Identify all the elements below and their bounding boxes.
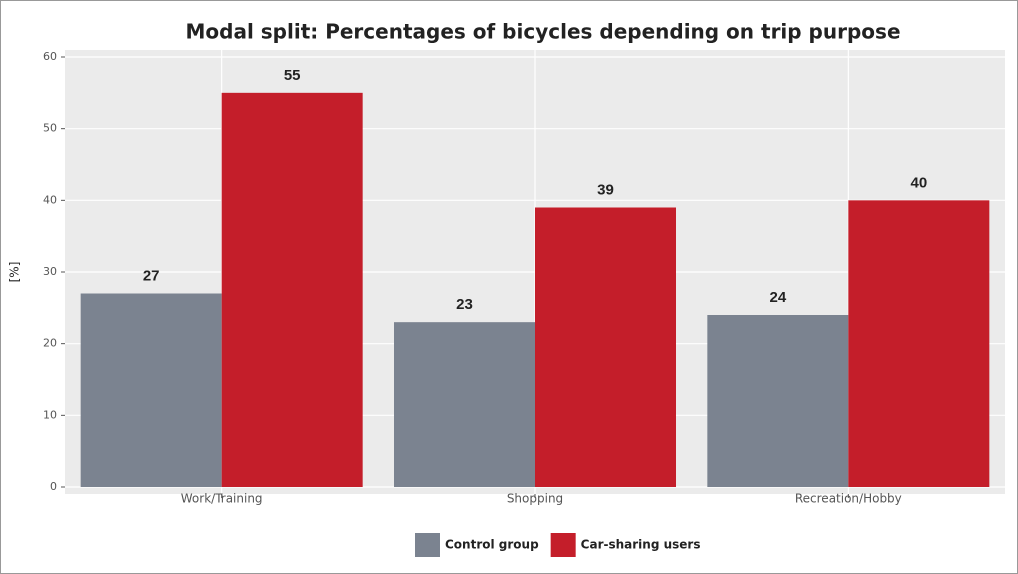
legend-label: Control group <box>445 538 539 552</box>
value-label: 40 <box>910 174 927 191</box>
y-tick-label: 30 <box>43 265 57 278</box>
y-tick-label: 50 <box>43 122 57 135</box>
bar <box>848 200 990 488</box>
y-tick-label: 60 <box>43 50 57 63</box>
value-label: 27 <box>143 267 160 284</box>
bar <box>80 293 222 487</box>
y-tick-label: 40 <box>43 193 57 206</box>
value-label: 24 <box>769 289 786 306</box>
legend-swatch <box>550 533 576 557</box>
value-label: 39 <box>597 181 614 198</box>
y-tick-label: 20 <box>43 337 57 350</box>
y-tick-label: 10 <box>43 408 57 421</box>
legend-label: Car-sharing users <box>581 538 701 552</box>
x-tick-label: Shopping <box>507 492 563 506</box>
value-label: 55 <box>284 67 301 84</box>
bar <box>707 315 849 487</box>
x-tick-label: Work/Training <box>181 492 263 506</box>
y-tick-label: 0 <box>50 480 57 493</box>
chart-title: Modal split: Percentages of bicycles dep… <box>185 20 900 44</box>
legend-swatch <box>415 533 440 557</box>
y-axis-label: [%] <box>8 262 22 283</box>
bar <box>221 92 363 487</box>
bar <box>535 207 676 487</box>
bar <box>394 322 535 487</box>
value-label: 23 <box>456 296 473 313</box>
x-tick-label: Recreation/Hobby <box>795 492 902 506</box>
